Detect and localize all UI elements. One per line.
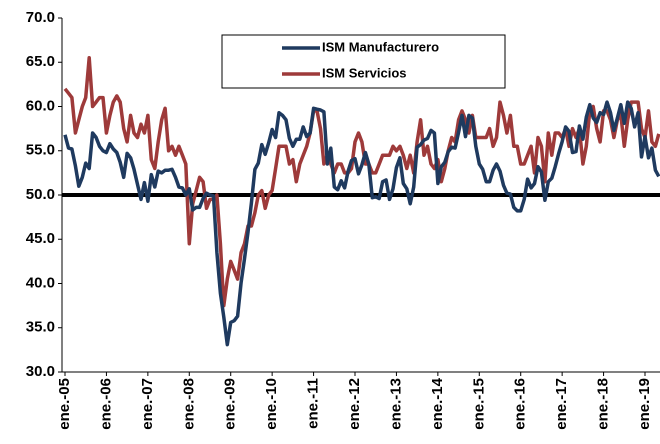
y-tick-label: 55.0	[26, 142, 55, 159]
y-tick-label: 45.0	[26, 230, 55, 247]
y-tick-label: 30.0	[26, 363, 55, 380]
x-tick-label: ene.-15	[470, 378, 487, 430]
x-tick-label: ene.-11	[305, 378, 322, 429]
x-tick-label: ene.-18	[595, 378, 612, 430]
x-tick-label: ene.-06	[97, 378, 114, 430]
legend: ISM Manufacturero ISM Servicios	[221, 34, 506, 89]
y-tick-label: 60.0	[26, 97, 55, 114]
x-tick-label: ene.-05	[56, 378, 73, 430]
y-tick-label: 50.0	[26, 186, 55, 203]
series-line	[63, 56, 660, 308]
y-tick-label: 35.0	[26, 319, 55, 336]
x-tick-label: ene.-08	[180, 378, 197, 430]
x-tick-label: ene.-10	[263, 378, 280, 430]
legend-label: ISM Servicios	[322, 65, 407, 80]
x-tick-label: ene.-12	[346, 378, 363, 430]
x-tick-label: ene.-09	[222, 378, 239, 430]
y-tick-label: 65.0	[26, 53, 55, 70]
x-tick-label: ene.-17	[553, 378, 570, 430]
x-tick-label: ene.-13	[387, 378, 404, 430]
x-tick-label: ene.-07	[139, 378, 156, 430]
series-line	[63, 100, 660, 347]
legend-label: ISM Manufacturero	[322, 39, 439, 54]
x-tick-label: ene.-14	[429, 377, 446, 429]
legend-box	[221, 34, 506, 89]
y-tick-label: 40.0	[26, 274, 55, 291]
y-tick-label: 70.0	[26, 9, 55, 26]
x-tick-label: ene.-16	[512, 378, 529, 430]
x-tick-label: ene.-19	[636, 378, 653, 430]
